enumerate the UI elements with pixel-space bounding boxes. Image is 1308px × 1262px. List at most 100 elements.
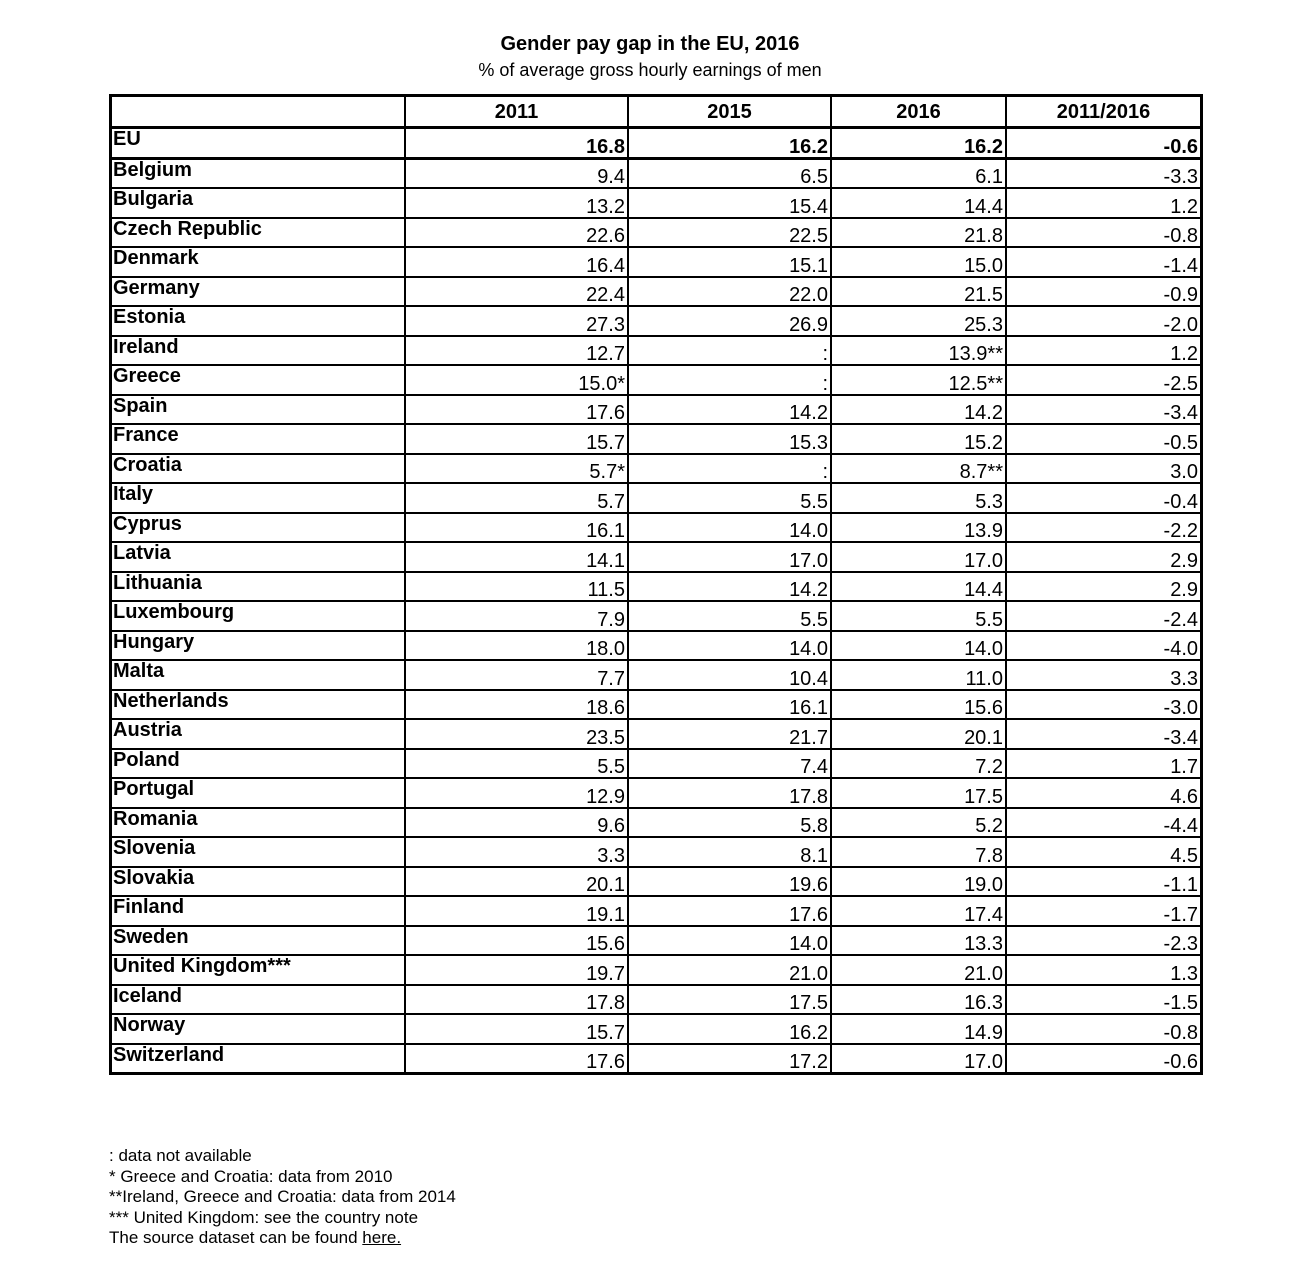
cell-country: Luxembourg [109, 600, 406, 632]
cell-change-2011-2016: -0.8 [1005, 1013, 1203, 1045]
cell-value-2016: 5.2 [830, 806, 1007, 838]
cell-value-2016: 19.0 [830, 865, 1007, 897]
cell-value-2015: 21.0 [627, 954, 832, 986]
table-row: Netherlands 18.6 16.1 15.6 -3.0 [109, 688, 1203, 720]
table-row: Slovenia 3.3 8.1 7.8 4.5 [109, 836, 1203, 868]
cell-country: Netherlands [109, 688, 406, 720]
cell-value-2011: 17.8 [404, 983, 629, 1015]
cell-change-2011-2016: -1.4 [1005, 246, 1203, 278]
cell-change-2011-2016: -3.3 [1005, 157, 1203, 189]
cell-country: Hungary [109, 629, 406, 661]
cell-value-2011: 13.2 [404, 187, 629, 219]
cell-value-2016: 11.0 [830, 659, 1007, 691]
cell-value-2011: 11.5 [404, 570, 629, 602]
cell-change-2011-2016: -4.0 [1005, 629, 1203, 661]
cell-country: Croatia [109, 452, 406, 484]
cell-value-2016: 5.3 [830, 482, 1007, 514]
cell-change-2011-2016: 3.3 [1005, 659, 1203, 691]
table-row: Latvia 14.1 17.0 17.0 2.9 [109, 541, 1203, 573]
cell-value-2015: 15.1 [627, 246, 832, 278]
cell-change-2011-2016: -2.4 [1005, 600, 1203, 632]
cell-change-2011-2016: 3.0 [1005, 452, 1203, 484]
cell-value-2015: 15.4 [627, 187, 832, 219]
cell-change-2011-2016: -0.5 [1005, 423, 1203, 455]
column-header-2015: 2015 [627, 94, 832, 129]
table-row: Sweden 15.6 14.0 13.3 -2.3 [109, 924, 1203, 956]
cell-country: Sweden [109, 924, 406, 956]
cell-value-2011: 5.7* [404, 452, 629, 484]
cell-value-2015: : [627, 334, 832, 366]
cell-value-2016: 14.4 [830, 187, 1007, 219]
cell-value-2011: 19.7 [404, 954, 629, 986]
cell-value-2015: 14.2 [627, 570, 832, 602]
cell-value-2016: 21.8 [830, 216, 1007, 248]
cell-country: Norway [109, 1013, 406, 1045]
cell-change-2011-2016: 4.6 [1005, 777, 1203, 809]
cell-value-2015: 17.8 [627, 777, 832, 809]
cell-country: United Kingdom*** [109, 954, 406, 986]
cell-value-2016: 16.2 [830, 126, 1007, 160]
table-row: Norway 15.7 16.2 14.9 -0.8 [109, 1013, 1203, 1045]
footnotes: : data not available * Greece and Croati… [109, 1146, 456, 1249]
table-row: Romania 9.6 5.8 5.2 -4.4 [109, 806, 1203, 838]
table-body: EU 16.8 16.2 16.2 -0.6 Belgium 9.4 6.5 6.1 -3.3 Bu… [109, 126, 1203, 1075]
cell-value-2016: 8.7** [830, 452, 1007, 484]
cell-value-2015: 17.5 [627, 983, 832, 1015]
cell-value-2015: 8.1 [627, 836, 832, 868]
cell-value-2011: 15.7 [404, 1013, 629, 1045]
cell-value-2016: 15.0 [830, 246, 1007, 278]
cell-country: Italy [109, 482, 406, 514]
cell-change-2011-2016: 2.9 [1005, 541, 1203, 573]
cell-value-2016: 6.1 [830, 157, 1007, 189]
table-row: Italy 5.7 5.5 5.3 -0.4 [109, 482, 1203, 514]
cell-value-2015: : [627, 452, 832, 484]
cell-change-2011-2016: -1.7 [1005, 895, 1203, 927]
cell-value-2015: 21.7 [627, 718, 832, 750]
table-row: Croatia 5.7*:8.7** 3.0 [109, 452, 1203, 484]
cell-value-2011: 3.3 [404, 836, 629, 868]
cell-value-2016: 14.4 [830, 570, 1007, 602]
column-header-2016: 2016 [830, 94, 1007, 129]
cell-country: Czech Republic [109, 216, 406, 248]
cell-value-2016: 17.0 [830, 1042, 1007, 1075]
table-row: Luxembourg 7.9 5.5 5.5 -2.4 [109, 600, 1203, 632]
table-header-row: 2011 2015 2016 2011/2016 [109, 94, 1203, 129]
cell-value-2015: 10.4 [627, 659, 832, 691]
cell-value-2011: 15.6 [404, 924, 629, 956]
table-row: Czech Republic 22.6 22.5 21.8 -0.8 [109, 216, 1203, 248]
source-text: The source dataset can be found [109, 1228, 363, 1247]
cell-value-2011: 5.7 [404, 482, 629, 514]
cell-change-2011-2016: 2.9 [1005, 570, 1203, 602]
column-header-change: 2011/2016 [1005, 94, 1203, 129]
table-row: Malta 7.7 10.4 11.0 3.3 [109, 659, 1203, 691]
cell-country: France [109, 423, 406, 455]
cell-value-2015: 14.0 [627, 629, 832, 661]
cell-value-2015: 14.0 [627, 511, 832, 543]
cell-change-2011-2016: -4.4 [1005, 806, 1203, 838]
cell-value-2016: 16.3 [830, 983, 1007, 1015]
table-row: Ireland 12.7:13.9** 1.2 [109, 334, 1203, 366]
cell-change-2011-2016: -0.6 [1005, 1042, 1203, 1075]
cell-country: Cyprus [109, 511, 406, 543]
source-link[interactable]: here. [362, 1228, 402, 1247]
cell-value-2015: 5.5 [627, 600, 832, 632]
cell-value-2015: 16.2 [627, 1013, 832, 1045]
cell-change-2011-2016: 1.3 [1005, 954, 1203, 986]
page-title: Gender pay gap in the EU, 2016 [500, 33, 800, 55]
table-row: Poland 5.5 7.4 7.2 1.7 [109, 747, 1203, 779]
cell-value-2011: 7.7 [404, 659, 629, 691]
cell-value-2016: 25.3 [830, 305, 1007, 337]
cell-value-2015: 17.6 [627, 895, 832, 927]
footnote: *** United Kingdom: see the country note [109, 1207, 419, 1227]
cell-country: Slovakia [109, 865, 406, 897]
cell-value-2011: 16.8 [404, 126, 629, 160]
cell-change-2011-2016: -1.1 [1005, 865, 1203, 897]
cell-value-2011: 22.6 [404, 216, 629, 248]
table-row: France 15.7 15.3 15.2 -0.5 [109, 423, 1203, 455]
footnote: : data not available [109, 1146, 252, 1165]
cell-value-2015: 22.0 [627, 275, 832, 307]
table-row: Spain 17.6 14.2 14.2 -3.4 [109, 393, 1203, 425]
cell-value-2011: 9.4 [404, 157, 629, 189]
cell-country: Iceland [109, 983, 406, 1015]
cell-value-2015: 19.6 [627, 865, 832, 897]
